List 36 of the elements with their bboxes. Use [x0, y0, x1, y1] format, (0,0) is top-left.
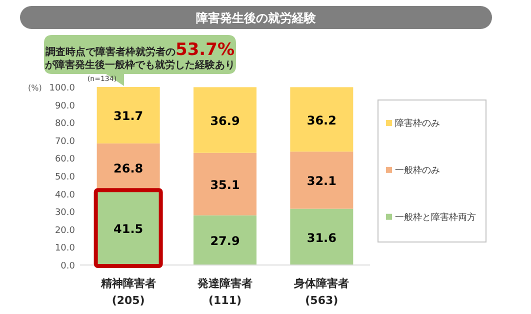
bar — [290, 152, 354, 209]
data-label: 32.1 — [306, 174, 336, 188]
bar — [194, 87, 256, 153]
y-axis-title: (%) — [28, 84, 42, 92]
data-label: 35.1 — [210, 178, 240, 192]
x-tick-label: 身体障害者 (563) — [293, 277, 350, 307]
bar — [194, 152, 256, 216]
legend-label: 障害枠のみ — [395, 118, 440, 129]
data-label: 27.9 — [210, 234, 240, 248]
data-label: 31.6 — [306, 230, 336, 245]
y-tick-label: 60.0 — [54, 154, 76, 165]
text: が障害発生後一般枠でも就労した経験あり — [44, 59, 235, 71]
y-tick-label: 90.0 — [54, 101, 76, 112]
data-label: 31.7 — [114, 109, 144, 124]
legend-label: 一般枠と障害枠両方 — [395, 212, 476, 223]
y-tick-label: 30.0 — [54, 208, 76, 218]
text: 調査時点で障害者枠就労者の53.7% — [44, 40, 234, 60]
y-tick-label: 20.0 — [54, 226, 76, 236]
y-tick-label: 50.0 — [54, 172, 76, 182]
data-label: 41.5 — [114, 222, 144, 236]
y-tick-label: 40.0 — [54, 190, 76, 200]
chart-title: 障害発生後の就労経験 — [196, 11, 317, 25]
data-label: 36.2 — [306, 113, 336, 128]
y-tick-label: 0.0 — [60, 262, 76, 272]
legend-label: 一般枠のみ — [395, 164, 440, 176]
bar — [194, 215, 256, 265]
y-tick-label: 10.0 — [54, 244, 76, 254]
data-label: 36.9 — [210, 114, 240, 128]
x-tick-label: 発達障害者 (111) — [196, 277, 252, 307]
y-tick-label: 80.0 — [54, 119, 76, 130]
bar — [290, 87, 354, 152]
x-tick-label: 精神障害者 (205) — [100, 277, 156, 307]
data-label: 26.8 — [114, 161, 144, 176]
y-tick-label: 100.0 — [49, 84, 76, 94]
y-tick-label: 70.0 — [54, 136, 76, 147]
bar — [290, 208, 354, 265]
